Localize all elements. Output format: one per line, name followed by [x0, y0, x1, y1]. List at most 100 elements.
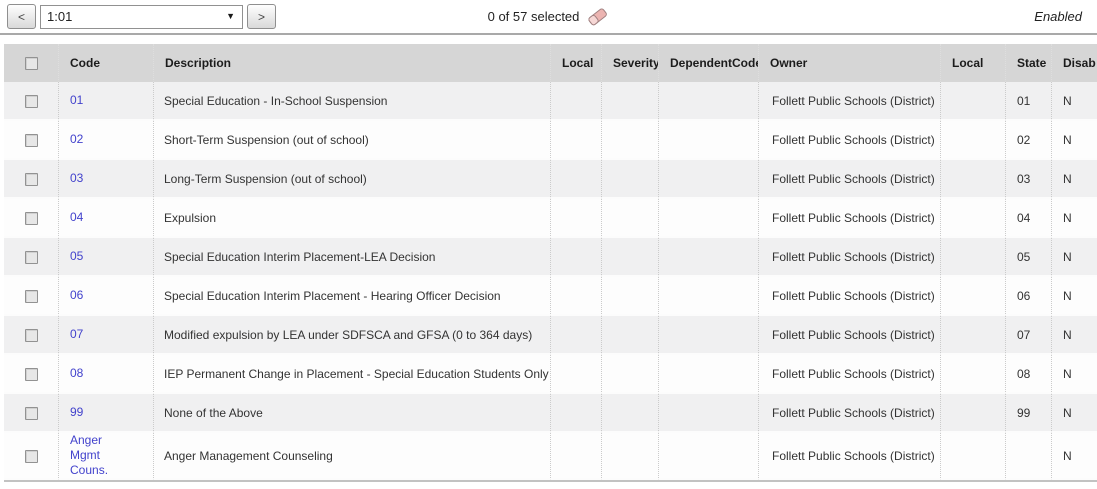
cell-severity — [602, 355, 659, 394]
cell-description: Special Education - In-School Suspension — [154, 82, 551, 121]
code-link[interactable]: 06 — [70, 288, 84, 302]
cell-disabled: N — [1052, 160, 1097, 199]
cell-owner: Follett Public Schools (District) — [759, 121, 941, 160]
table-row: 08 IEP Permanent Change in Placement - Sp… — [4, 355, 1097, 394]
code-link[interactable]: 07 — [70, 327, 84, 341]
row-checkbox[interactable] — [24, 449, 38, 463]
cell-select — [4, 121, 59, 160]
table-row: 06 Special Education Interim Placement - … — [4, 277, 1097, 316]
cell-code: Anger Mgmt Couns. — [59, 433, 154, 480]
cell-description: Modified expulsion by LEA under SDFSCA a… — [154, 316, 551, 355]
cell-state — [1006, 433, 1052, 480]
table-row: 01 Special Education - In-School Suspensi… — [4, 82, 1097, 121]
cell-local — [551, 394, 602, 433]
cell-local — [551, 121, 602, 160]
cell-select — [4, 433, 59, 480]
cell-severity — [602, 277, 659, 316]
cell-local — [551, 160, 602, 199]
cell-severity — [602, 394, 659, 433]
cell-local2 — [941, 121, 1006, 160]
row-checkbox[interactable] — [24, 172, 38, 186]
cell-local — [551, 277, 602, 316]
cell-local2 — [941, 394, 1006, 433]
column-header-owner[interactable]: Owner — [759, 44, 941, 82]
toolbar: < 1:01 ▼ > 0 of 57 selected Enabled — [0, 0, 1097, 35]
cell-code: 06 — [59, 277, 154, 316]
cell-select — [4, 238, 59, 277]
cell-description: Special Education Interim Placement-LEA … — [154, 238, 551, 277]
column-header-description[interactable]: Description — [154, 44, 551, 82]
cell-state: 04 — [1006, 199, 1052, 238]
table-row: 05 Special Education Interim Placement-LE… — [4, 238, 1097, 277]
cell-disabled: N — [1052, 199, 1097, 238]
code-link[interactable]: 02 — [70, 132, 84, 146]
cell-select — [4, 160, 59, 199]
cell-local — [551, 433, 602, 480]
row-checkbox[interactable] — [24, 289, 38, 303]
code-link[interactable]: Anger Mgmt Couns. — [70, 433, 109, 477]
cell-select — [4, 277, 59, 316]
cell-dependent_code — [659, 160, 759, 199]
column-header-state[interactable]: State — [1006, 44, 1052, 82]
cell-code: 08 — [59, 355, 154, 394]
cell-code: 03 — [59, 160, 154, 199]
cell-severity — [602, 160, 659, 199]
code-link[interactable]: 99 — [70, 405, 84, 419]
prev-page-button[interactable]: < — [7, 4, 36, 29]
column-header-severity[interactable]: Severity — [602, 44, 659, 82]
cell-owner: Follett Public Schools (District) — [759, 238, 941, 277]
next-page-button[interactable]: > — [247, 4, 276, 29]
eraser-icon[interactable] — [586, 7, 609, 26]
cell-code: 99 — [59, 394, 154, 433]
select-all-checkbox[interactable] — [24, 57, 38, 71]
cell-local — [551, 316, 602, 355]
cell-disabled: N — [1052, 277, 1097, 316]
row-checkbox[interactable] — [24, 367, 38, 381]
cell-select — [4, 355, 59, 394]
records-table: Code Description Local Severity DependentCod… — [0, 44, 1097, 482]
cell-local2 — [941, 199, 1006, 238]
row-checkbox[interactable] — [24, 406, 38, 420]
cell-local — [551, 199, 602, 238]
cell-description: Expulsion — [154, 199, 551, 238]
code-link[interactable]: 04 — [70, 210, 84, 224]
column-header-local[interactable]: Local — [551, 44, 602, 82]
cell-local2 — [941, 433, 1006, 480]
row-checkbox[interactable] — [24, 133, 38, 147]
cell-local2 — [941, 316, 1006, 355]
column-header-dependent_code[interactable]: DependentCode — [659, 44, 759, 82]
code-link[interactable]: 08 — [70, 366, 84, 380]
record-navigation-select[interactable]: 1:01 ▼ — [40, 4, 243, 29]
cell-severity — [602, 316, 659, 355]
cell-description: IEP Permanent Change in Placement - Spec… — [154, 355, 551, 394]
code-link[interactable]: 01 — [70, 93, 84, 107]
cell-dependent_code — [659, 433, 759, 480]
cell-owner: Follett Public Schools (District) — [759, 394, 941, 433]
cell-description: Anger Management Counseling — [154, 433, 551, 480]
cell-local2 — [941, 355, 1006, 394]
code-link[interactable]: 05 — [70, 249, 84, 263]
cell-owner: Follett Public Schools (District) — [759, 355, 941, 394]
column-header-disabled[interactable]: Disab — [1052, 44, 1097, 82]
row-checkbox[interactable] — [24, 250, 38, 264]
code-link[interactable]: 03 — [70, 171, 84, 185]
cell-severity — [602, 238, 659, 277]
chevron-down-icon: ▼ — [226, 11, 235, 21]
cell-code: 07 — [59, 316, 154, 355]
cell-dependent_code — [659, 277, 759, 316]
header-row: Code Description Local Severity DependentCod… — [4, 44, 1097, 82]
column-header-code[interactable]: Code — [59, 44, 154, 82]
row-checkbox[interactable] — [24, 211, 38, 225]
cell-dependent_code — [659, 394, 759, 433]
cell-description: Short-Term Suspension (out of school) — [154, 121, 551, 160]
cell-dependent_code — [659, 199, 759, 238]
cell-code: 04 — [59, 199, 154, 238]
cell-description: Special Education Interim Placement - He… — [154, 277, 551, 316]
cell-code: 01 — [59, 82, 154, 121]
column-header-local2[interactable]: Local — [941, 44, 1006, 82]
row-checkbox[interactable] — [24, 94, 38, 108]
cell-owner: Follett Public Schools (District) — [759, 82, 941, 121]
cell-description: None of the Above — [154, 394, 551, 433]
row-checkbox[interactable] — [24, 328, 38, 342]
cell-severity — [602, 121, 659, 160]
